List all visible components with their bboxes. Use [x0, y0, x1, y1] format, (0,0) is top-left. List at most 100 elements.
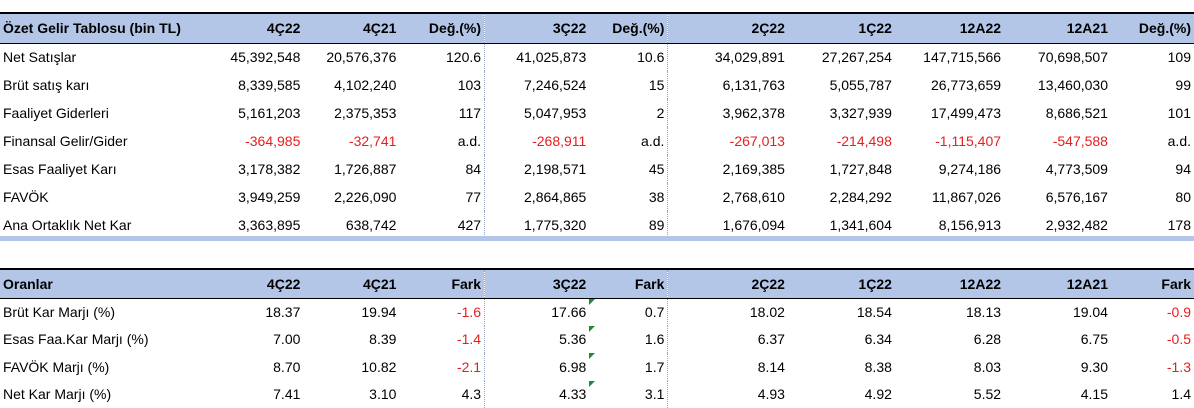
cell: 18.13	[965, 304, 1002, 320]
cell: -1.6	[456, 304, 482, 320]
cell: 2,284,292	[829, 189, 892, 205]
income-title: Özet Gelir Tablosu (bin TL)	[0, 13, 186, 44]
cell: -547,588	[1052, 133, 1108, 149]
table-row: Faaliyet Giderleri 5,161,203 2,375,353 1…	[0, 99, 1194, 127]
cell: 1.4	[1171, 386, 1191, 403]
row-label: FAVÖK	[3, 189, 49, 205]
row-label: Net Kar Marjı (%)	[3, 386, 112, 403]
cell: 4.92	[864, 386, 892, 403]
cell: 17.66	[484, 298, 590, 326]
col-header-12m22: 12A22	[894, 13, 1005, 44]
cell: 178	[1167, 217, 1191, 233]
table-row: FAVÖK 3,949,259 2,226,090 77 2,864,865 3…	[0, 183, 1194, 211]
cell: a.d.	[457, 133, 482, 149]
cell: 89	[648, 217, 665, 233]
table-row: Esas Faa.Kar Marjı (%) 7.00 8.39 -1.4 5.…	[0, 325, 1194, 354]
cell: 6,576,167	[1045, 189, 1108, 205]
cell: 6.98	[484, 353, 590, 381]
cell: 4,773,509	[1045, 161, 1108, 177]
row-label: Net Satışlar	[3, 49, 77, 66]
cell: 18.37	[265, 304, 301, 320]
cell: 8,156,913	[938, 217, 1002, 233]
col-header-3q22: 3Ç22	[484, 269, 590, 299]
cell: 3.10	[369, 386, 397, 403]
cell: 2,768,610	[667, 183, 788, 211]
cell: -2.1	[456, 358, 482, 375]
table-row: Net Satışlar 45,392,548 20,576,376 120.6…	[0, 43, 1194, 71]
col-header-12m21: 12A21	[1004, 13, 1111, 44]
cell: -1.3	[1166, 358, 1191, 375]
cell: 99	[1175, 77, 1191, 93]
cell: 11,867,026	[932, 189, 1002, 205]
row-label: Faaliyet Giderleri	[3, 105, 109, 121]
cell: 638,742	[345, 217, 397, 233]
cell: -0.9	[1166, 304, 1191, 320]
cell: -364,985	[245, 133, 301, 149]
cell: 2,864,865	[484, 183, 590, 211]
table-row: Finansal Gelir/Gider -364,985 -32,741 a.…	[0, 127, 1194, 155]
cell: 20,576,376	[326, 49, 397, 66]
cell: 84	[465, 161, 482, 177]
cell: 1,775,320	[484, 211, 590, 239]
table-row: Ana Ortaklık Net Kar 3,363,895 638,742 4…	[0, 211, 1194, 239]
col-header-4q21: 4Ç21	[303, 269, 400, 299]
cell: 120.6	[446, 49, 482, 66]
cell: -1.4	[456, 331, 482, 348]
cell: 0.7	[589, 298, 668, 326]
income-header-row: Özet Gelir Tablosu (bin TL) 4Ç22 4Ç21 De…	[0, 13, 1194, 44]
cell: 2,932,482	[1045, 217, 1108, 233]
cell: 2,226,090	[334, 189, 397, 205]
cell: -0.5	[1166, 331, 1191, 348]
cell: 4.3	[461, 386, 482, 403]
cell: 5,047,953	[484, 99, 590, 127]
table-row: FAVÖK Marjı (%) 8.70 10.82 -2.1 6.98 1.7…	[0, 353, 1194, 381]
cell: 41,025,873	[484, 43, 590, 71]
cell: 7.00	[273, 331, 301, 348]
cell: 3,363,895	[238, 217, 301, 233]
cell: 8.39	[369, 331, 397, 348]
row-label: Esas Faa.Kar Marjı (%)	[3, 331, 149, 348]
table-row: Net Kar Marjı (%) 7.41 3.10 4.3 4.33 3.1…	[0, 380, 1194, 408]
cell: 1.7	[589, 353, 668, 381]
cell: 103	[457, 77, 482, 93]
cell: a.d.	[641, 133, 665, 149]
col-header-diff-yoy: Fark	[399, 269, 485, 299]
cell: 19.94	[361, 304, 397, 320]
cell: 3,178,382	[238, 161, 301, 177]
cell: 1,726,887	[334, 161, 397, 177]
cell: 18.02	[667, 298, 788, 326]
cell: 4,102,240	[334, 77, 397, 93]
cell: 8.03	[973, 358, 1002, 375]
col-header-12m21: 12A21	[1004, 269, 1111, 299]
col-header-2q22: 2Ç22	[667, 13, 788, 44]
cell: -214,498	[836, 133, 892, 149]
col-header-4q22: 4Ç22	[185, 13, 304, 44]
cell: 8.38	[864, 358, 892, 375]
cell: 3,949,259	[238, 189, 301, 205]
cell: 8,339,585	[238, 77, 301, 93]
cell: 6.75	[1080, 331, 1108, 348]
ratios-header-row: Oranlar 4Ç22 4Ç21 Fark 3Ç22 Fark 2Ç22 1Ç…	[0, 269, 1194, 299]
table-row: Esas Faaliyet Karı 3,178,382 1,726,887 8…	[0, 155, 1194, 183]
col-header-2q22: 2Ç22	[667, 269, 788, 299]
cell: 15	[648, 77, 665, 93]
cell: 6.37	[667, 325, 788, 353]
row-label: Esas Faaliyet Karı	[3, 161, 117, 177]
cell: 7,246,524	[484, 71, 590, 99]
cell: 2,375,353	[334, 105, 397, 121]
cell: 10.82	[361, 358, 397, 375]
row-label: Ana Ortaklık Net Kar	[3, 217, 132, 233]
cell: a.d.	[1167, 133, 1191, 149]
cell: 1.6	[589, 325, 668, 354]
cell: 5.36	[484, 325, 590, 353]
cell: -268,911	[484, 127, 590, 155]
cell: -32,741	[348, 133, 397, 149]
cell: -267,013	[667, 127, 788, 155]
col-header-change-yoy: Değ.(%)	[399, 13, 485, 44]
col-header-12m22: 12A22	[894, 269, 1005, 299]
cell: 19.04	[1072, 304, 1108, 320]
cell: -1,115,407	[935, 133, 1002, 149]
col-header-3q22: 3Ç22	[484, 13, 590, 44]
cell: 6.28	[973, 331, 1002, 348]
cell: 18.54	[856, 304, 892, 320]
